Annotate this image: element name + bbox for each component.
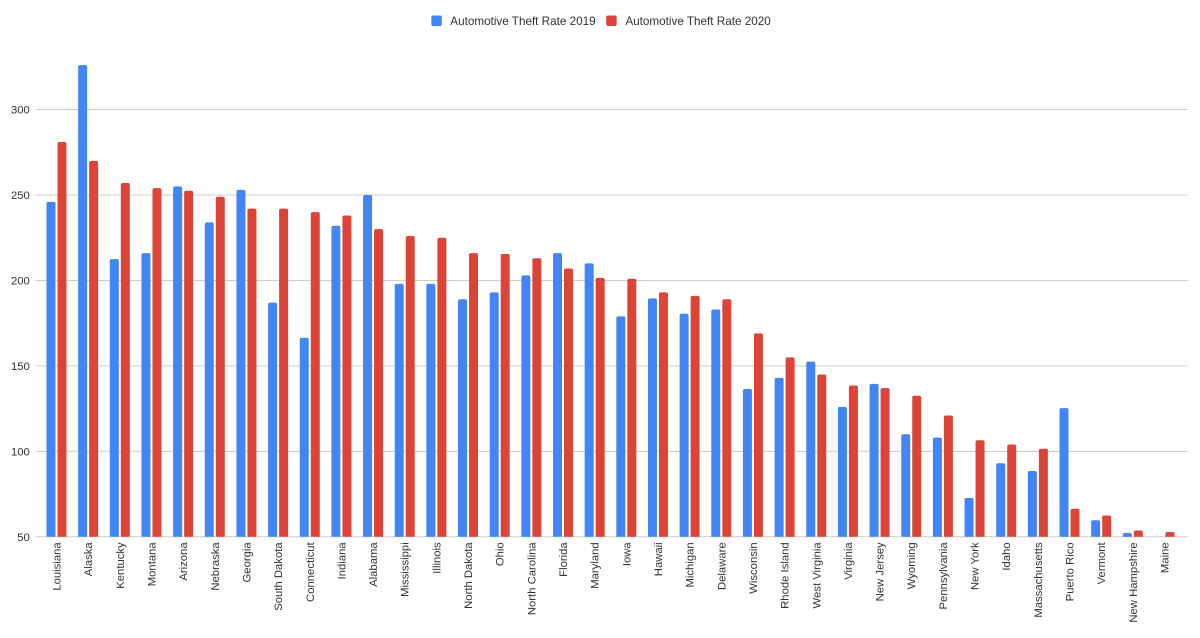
svg-text:Hawaii: Hawaii [653,542,665,576]
svg-text:New York: New York [970,542,982,590]
svg-text:Georgia: Georgia [241,542,253,583]
svg-text:Louisiana: Louisiana [52,542,64,591]
svg-text:South Dakota: South Dakota [273,542,285,611]
svg-text:North Carolina: North Carolina [526,542,538,616]
svg-text:Michigan: Michigan [685,542,697,587]
svg-text:Florida: Florida [558,542,570,577]
svg-text:50: 50 [17,532,30,544]
svg-text:Pennsylvania: Pennsylvania [938,542,950,610]
svg-text:150: 150 [11,361,30,373]
svg-text:Delaware: Delaware [716,542,728,590]
svg-text:Indiana: Indiana [336,542,348,580]
svg-text:Wisconsin: Wisconsin [748,542,760,593]
svg-text:300: 300 [11,105,30,117]
svg-text:Rhode Island: Rhode Island [780,542,792,609]
svg-text:Idaho: Idaho [1001,542,1013,570]
svg-text:Wyoming: Wyoming [906,542,918,589]
svg-text:Kentucky: Kentucky [115,542,127,589]
svg-text:Automotive Theft Rate 2019: Automotive Theft Rate 2019 [450,15,595,28]
svg-text:250: 250 [11,190,30,202]
svg-text:Illinois: Illinois [431,542,443,574]
svg-text:Iowa: Iowa [621,542,633,567]
svg-text:Virginia: Virginia [843,542,855,580]
svg-text:North Dakota: North Dakota [463,542,475,609]
svg-text:Puerto Rico: Puerto Rico [1065,542,1077,601]
svg-text:West Virginia: West Virginia [811,542,823,609]
svg-text:100: 100 [11,446,30,458]
svg-text:Vermont: Vermont [1096,541,1108,584]
svg-text:Maine: Maine [1159,542,1171,573]
svg-text:Alabama: Alabama [368,542,380,587]
svg-text:Connecticut: Connecticut [305,541,317,602]
svg-text:New Jersey: New Jersey [875,542,887,601]
svg-text:Mississippi: Mississippi [400,542,412,597]
svg-text:Ohio: Ohio [495,542,507,566]
svg-text:Nebraska: Nebraska [210,542,222,591]
svg-text:Massachusetts: Massachusetts [1033,542,1045,618]
svg-text:Automotive Theft Rate 2020: Automotive Theft Rate 2020 [625,15,771,28]
svg-text:Arizona: Arizona [178,542,190,581]
svg-text:Montana: Montana [146,542,158,587]
svg-text:200: 200 [11,276,30,288]
svg-text:Alaska: Alaska [83,542,95,577]
svg-text:New Hampshire: New Hampshire [1128,542,1140,622]
svg-text:Maryland: Maryland [590,542,602,588]
